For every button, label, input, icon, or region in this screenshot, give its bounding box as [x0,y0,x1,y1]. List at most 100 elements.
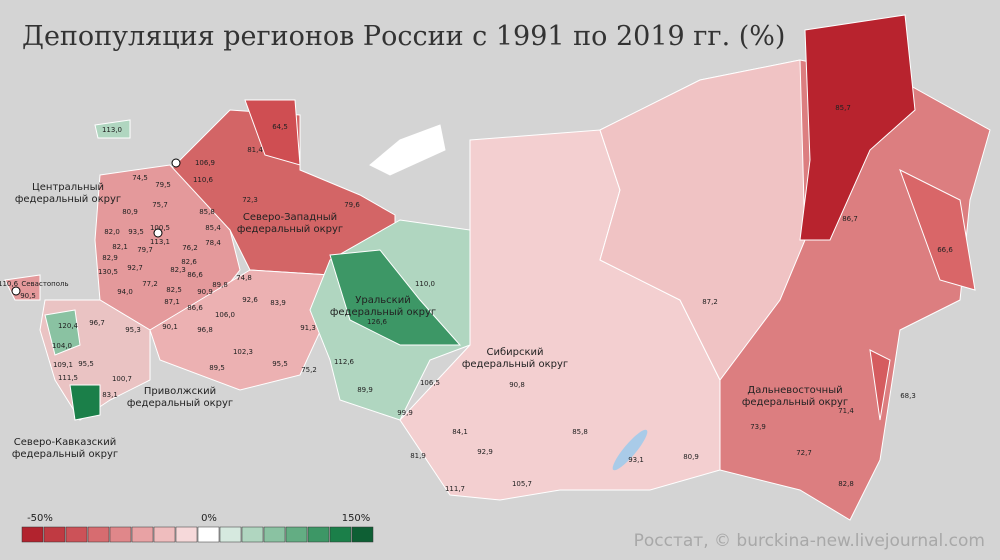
region-value: 95,3 [125,326,141,334]
region-value: 105,7 [512,480,532,488]
region-value: 100,5 [150,224,170,232]
legend-swatch [307,526,330,543]
region-value: 85,8 [572,428,588,436]
novaya-zemlya [369,124,446,176]
region-value: 80,9 [683,453,699,461]
region-value: 93,1 [628,456,644,464]
region-value: 92,6 [242,296,258,304]
region-value: 73,9 [750,423,766,431]
land [4,14,991,521]
region-value: 68,3 [900,392,916,400]
place-label: Севастополь [21,280,68,288]
region-value: 113,0 [102,126,122,134]
district-label: федеральный округ [237,224,343,235]
district-label: Центральный [32,182,104,193]
legend-swatch [43,526,66,543]
region-value: 89,8 [212,281,228,289]
region-value: 102,3 [233,348,253,356]
region-value: 82,0 [104,228,120,236]
region-value: 96,7 [89,319,105,327]
region-value: 112,6 [334,358,355,366]
region-value: 72,3 [242,196,258,204]
khmao [329,249,462,346]
region-value: 79,6 [344,201,360,209]
region-value: 82,8 [838,480,854,488]
region-value: 109,1 [53,361,73,369]
region-value: 100,7 [112,375,132,383]
region-value: 71,4 [838,407,854,415]
region-value: 94,0 [117,288,133,296]
region-value: 106,5 [420,379,440,387]
region-value: 83,9 [270,299,286,307]
region-value: 85,4 [205,224,221,232]
region-value: 92,9 [477,448,493,456]
region-value: 87,1 [164,298,180,306]
region-value: 76,2 [182,244,198,252]
district-label: федеральный округ [330,307,436,318]
legend-swatch [197,526,220,543]
region-value: 120,4 [58,322,79,330]
sakhalin [869,349,891,421]
region-value: 82,6 [181,258,197,266]
legend-swatch [131,526,154,543]
region-value: 64,5 [272,123,288,131]
region-value: 72,7 [796,449,812,457]
region-value: 81,9 [410,452,426,460]
legend-label: 0% [201,513,217,524]
region-value: 79,7 [137,246,153,254]
region-value: 90,5 [20,292,36,300]
legend-swatch [109,526,132,543]
baikal [612,429,648,471]
region-value: 106,0 [215,311,235,319]
region-value: 110,6 [193,176,214,184]
region-value: 81,4 [247,146,263,154]
district-label: федеральный округ [462,359,568,370]
district-label: Приволжский [144,386,216,397]
region-value: 85,7 [835,104,851,112]
region-value: 75,7 [152,201,168,209]
legend-label: -50% [27,513,53,524]
region-value: 82,9 [102,254,118,262]
region-value: 82,1 [112,243,128,251]
region-value: 86,6 [187,271,203,279]
district-label: федеральный округ [742,397,848,408]
region-value: 77,2 [142,280,158,288]
district-label: Дальневосточный [747,385,842,396]
region-value: 106,9 [195,159,215,167]
region-value: 86,7 [842,215,858,223]
region-value: 90,8 [509,381,525,389]
region-value: 104,0 [52,342,72,350]
region-value: 82,3 [170,266,186,274]
krasnodar [44,309,81,356]
city-dot [153,228,163,238]
region-value: 66,6 [937,246,953,254]
city-dot [11,286,21,296]
region-value: 95,5 [78,360,94,368]
district-label: федеральный округ [127,398,233,409]
legend-swatch [329,526,352,543]
region-value: 126,6 [367,318,388,326]
region-value: 90,1 [162,323,178,331]
north-caucasus [69,384,101,421]
title: Депопуляция регионов России с 1991 по 20… [22,21,785,52]
volga [149,269,331,391]
legend-swatch [241,526,264,543]
labels: 113,0 64,5 81,4 106,9 110,6 74,5 79,5 72,3 75,7 8… [0,104,953,493]
legend-swatch [175,526,198,543]
region-value: 90,9 [197,288,213,296]
region-value: 87,2 [702,298,718,306]
region-value: 95,5 [272,360,288,368]
district-label: Сибирский [486,347,543,358]
district-label: Уральский [355,295,410,306]
legend-swatch [65,526,88,543]
region-value: 93,5 [128,228,144,236]
region-value: 78,4 [205,239,221,247]
region-value: 75,2 [301,366,317,374]
yakutia [599,59,806,381]
region-value: 74,5 [132,174,148,182]
region-value: 86,6 [187,304,203,312]
district-label: федеральный округ [12,449,118,460]
region-value: 110,0 [415,280,435,288]
region-value: 80,9 [122,208,138,216]
legend-swatch [263,526,286,543]
